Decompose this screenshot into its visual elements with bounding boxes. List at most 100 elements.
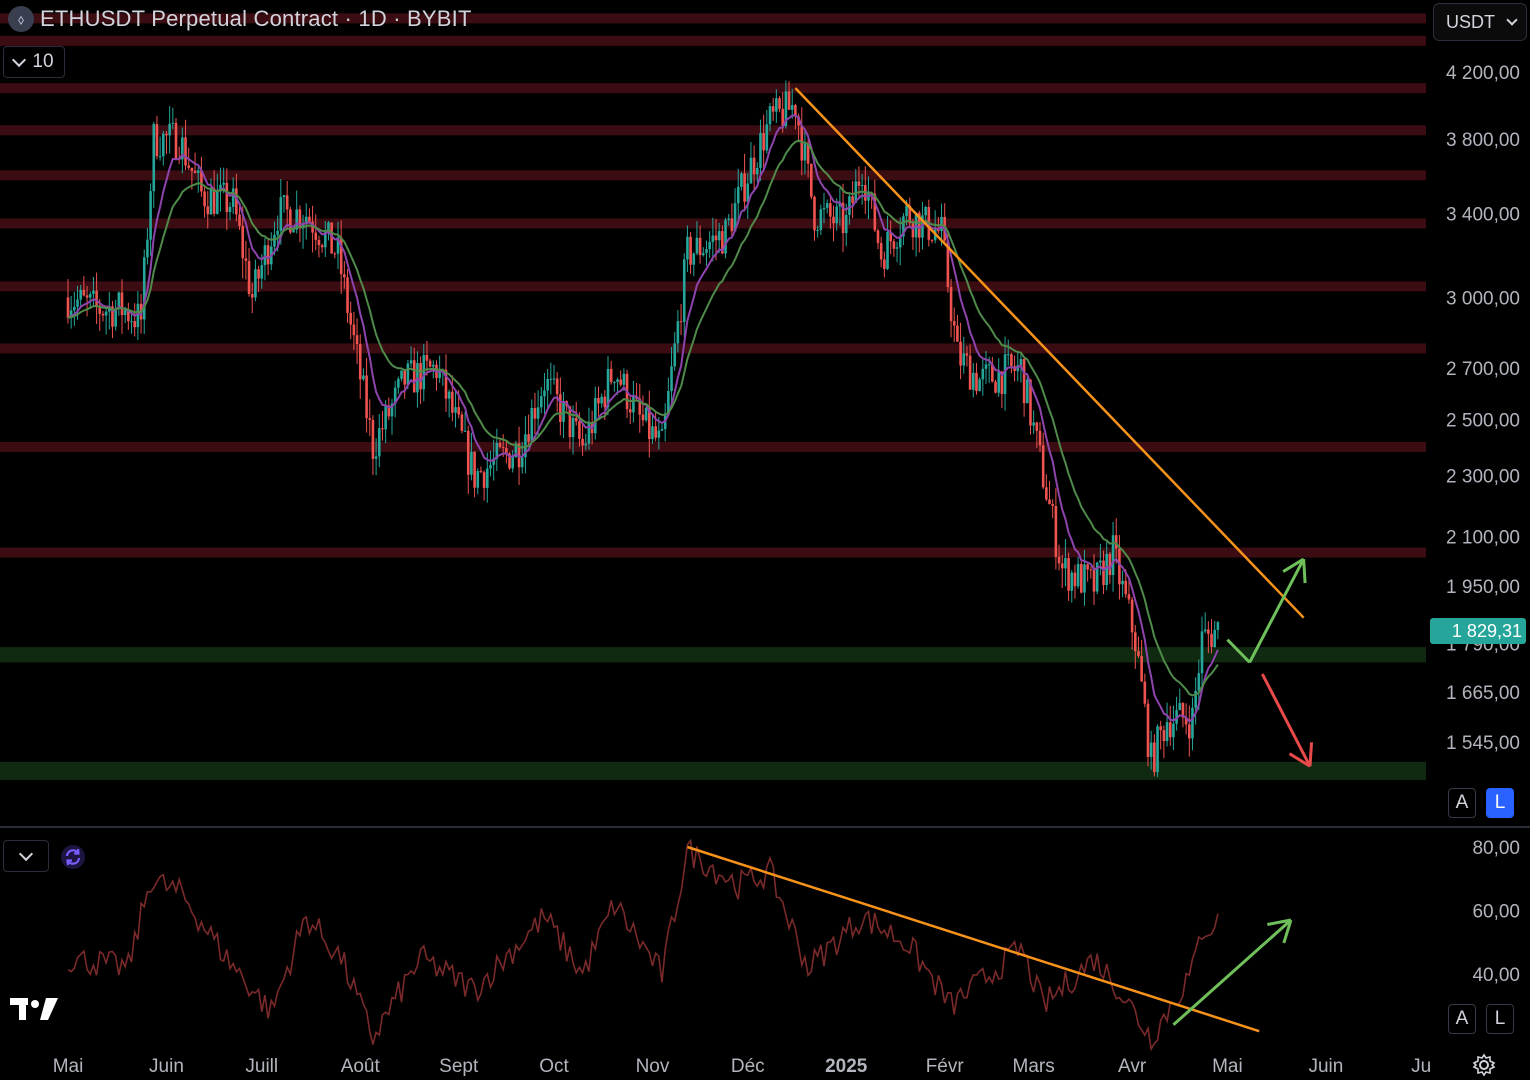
candle-body <box>387 405 391 417</box>
sync-icon[interactable] <box>60 844 86 870</box>
candle-body <box>806 143 810 164</box>
candle-body <box>1105 553 1109 586</box>
candle-body <box>600 396 603 404</box>
log-scale-button[interactable]: L <box>1486 788 1514 818</box>
candle-body <box>1165 722 1169 742</box>
candle-body <box>536 407 540 419</box>
candle-body <box>336 237 340 254</box>
candle-body <box>470 451 473 475</box>
candle-body <box>238 214 241 227</box>
candle-body <box>991 364 994 382</box>
candle-body <box>562 401 565 422</box>
candle-body <box>66 297 70 318</box>
resistance-zone <box>0 441 1426 452</box>
candle-body <box>482 472 486 488</box>
candle-body <box>1143 681 1147 704</box>
candle-body <box>406 363 410 385</box>
candle-body <box>946 240 950 288</box>
candle-body <box>860 185 864 187</box>
rsi-axis[interactable]: 80,00 60,00 40,00 <box>1472 838 1520 986</box>
candle-body <box>813 196 816 231</box>
rsi-log-scale-button[interactable]: L <box>1486 1004 1514 1034</box>
candle-body <box>390 403 394 417</box>
candle-body <box>651 426 654 440</box>
candle-body <box>308 216 311 222</box>
candle-body <box>803 143 807 161</box>
candle-body <box>498 442 502 448</box>
candle-body <box>479 471 483 473</box>
time-tick-label: Sept <box>439 1056 479 1077</box>
candle-body <box>222 182 225 185</box>
candle-body <box>295 209 299 230</box>
candle-body <box>250 294 254 298</box>
candle-body <box>155 124 159 157</box>
candle-body <box>352 324 356 336</box>
ethereum-logo-icon: ⬨ <box>8 6 34 32</box>
candle-body <box>454 407 457 413</box>
candle-body <box>743 173 746 202</box>
rsi-up-arrow <box>1172 918 1292 1026</box>
candle-body <box>644 407 648 421</box>
time-axis[interactable]: Mai Juin Juill Août Sept Oct Nov Déc 2025 Févr Mar… <box>53 1056 1432 1077</box>
candle-body <box>438 371 441 379</box>
candle-body <box>365 375 368 419</box>
candle-body <box>647 407 651 440</box>
candle-body <box>724 220 727 254</box>
candle-body <box>82 289 86 296</box>
candle-body <box>425 354 429 361</box>
candle-body <box>511 456 515 469</box>
candle-body <box>632 396 635 413</box>
resistance-zone <box>0 547 1426 558</box>
candle-body <box>876 230 880 244</box>
candle-body <box>908 205 912 224</box>
candle-body <box>501 447 505 449</box>
candle-body <box>422 354 426 390</box>
candle-body <box>196 170 200 173</box>
candle-body <box>733 203 737 232</box>
auto-scale-button[interactable]: A <box>1448 788 1476 818</box>
price-tick-label: 4 200,00 <box>1446 63 1520 84</box>
rsi-up-arrow-head <box>1282 919 1293 944</box>
candle-body <box>76 299 79 307</box>
candle-body <box>1019 358 1023 366</box>
candle-body <box>289 209 292 233</box>
rsi-collapse-button[interactable] <box>3 840 49 872</box>
candle-body <box>879 243 883 260</box>
price-tick-label: 3 000,00 <box>1446 288 1520 309</box>
candle-body <box>225 182 229 213</box>
candle-body <box>1187 724 1191 739</box>
candle-body <box>330 222 333 254</box>
candle-body <box>317 239 321 246</box>
rsi-auto-scale-button[interactable]: A <box>1448 1004 1476 1034</box>
candle-body <box>1197 673 1201 691</box>
candle-body <box>203 191 206 207</box>
projection-up-arrow-head <box>1302 559 1307 584</box>
candle-body <box>825 203 829 208</box>
candle-body <box>193 170 197 173</box>
candle-body <box>606 368 610 408</box>
currency-select[interactable]: USDT <box>1433 3 1527 41</box>
candle-body <box>686 236 689 260</box>
candle-body <box>873 193 877 231</box>
candle-body <box>952 321 956 326</box>
candle-body <box>362 375 365 380</box>
candle-body <box>120 292 124 315</box>
candle-body <box>765 124 769 151</box>
candle-body <box>1079 563 1083 593</box>
gear-icon[interactable] <box>1472 1053 1496 1077</box>
price-axis[interactable]: 4 200,00 3 800,00 3 400,00 3 000,00 2 700,00… <box>1446 63 1520 754</box>
collapse-legend-button[interactable]: 10 <box>3 46 65 78</box>
candle-body <box>161 133 165 157</box>
chart-title: ETHUSDT Perpetual Contract · 1D · BYBIT <box>40 6 472 31</box>
candle-body <box>200 170 203 192</box>
candle-body <box>638 398 642 415</box>
candle-body <box>959 341 962 366</box>
candle-body <box>146 239 149 258</box>
candle-body <box>892 241 896 249</box>
candle-body <box>794 105 797 117</box>
price-tick-label: 2 700,00 <box>1446 359 1520 380</box>
candle-body <box>1029 379 1032 426</box>
candle-body <box>371 419 375 459</box>
candle-body <box>1073 572 1077 587</box>
